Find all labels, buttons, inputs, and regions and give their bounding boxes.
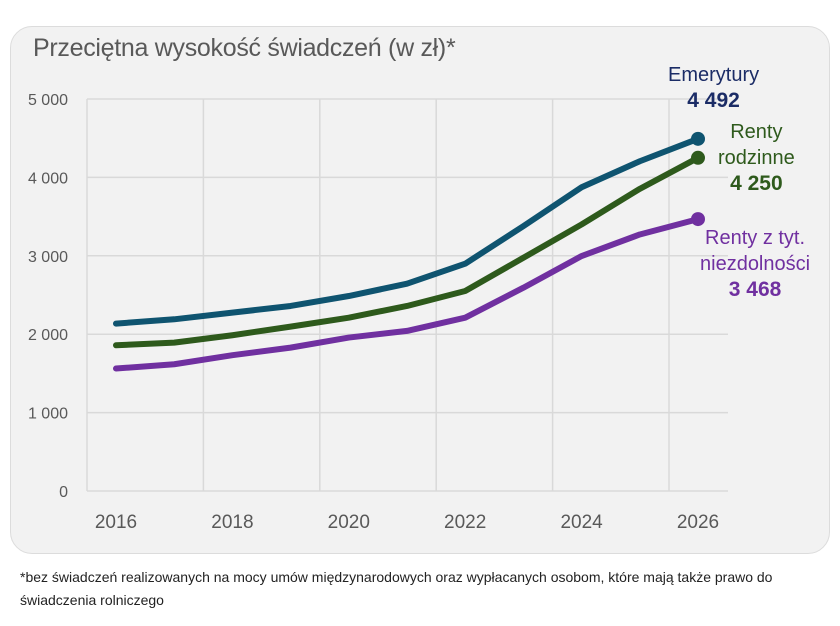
end-value: 3 468	[728, 278, 782, 301]
label-emerytury: Emerytury 4 492	[668, 62, 759, 114]
series-line	[113, 154, 701, 349]
chart-title: Przeciętna wysokość świadczeń (w zł)*	[33, 34, 456, 62]
y-tick-label: 1 000	[28, 406, 68, 423]
x-tick-label: 2026	[677, 512, 719, 533]
series-name-line: Renty	[730, 121, 783, 143]
series-end-point	[691, 131, 705, 146]
series-name-line: niezdolności	[700, 253, 811, 275]
series-line	[113, 135, 701, 327]
x-tick-label: 2016	[95, 512, 137, 533]
series-name-line: Renty z tyt.	[705, 227, 806, 249]
x-tick-label: 2018	[211, 512, 253, 533]
y-tick-label: 0	[59, 484, 68, 501]
series-line	[113, 216, 701, 372]
x-tick-label: 2024	[560, 512, 603, 533]
y-tick-label: 3 000	[28, 249, 68, 266]
y-tick-label: 2 000	[28, 327, 68, 344]
label-renty-niezdolnosci: Renty z tyt. niezdolności 3 468	[700, 225, 810, 303]
series-name-line: rodzinne	[718, 147, 795, 169]
series-end-point	[691, 212, 705, 227]
chart-card	[10, 26, 830, 554]
x-tick-label: 2022	[444, 512, 486, 533]
label-renty-rodzinne: Renty rodzinne 4 250	[718, 119, 795, 197]
y-tick-label: 5 000	[28, 92, 68, 109]
series-name: Emerytury	[668, 64, 760, 86]
series-end-point	[691, 150, 705, 165]
end-value: 4 492	[687, 89, 740, 112]
y-tick-label: 4 000	[28, 170, 68, 187]
end-value: 4 250	[730, 172, 783, 195]
x-tick-label: 2020	[328, 512, 370, 533]
footnote: *bez świadczeń realizowanych na mocy umó…	[20, 569, 773, 608]
